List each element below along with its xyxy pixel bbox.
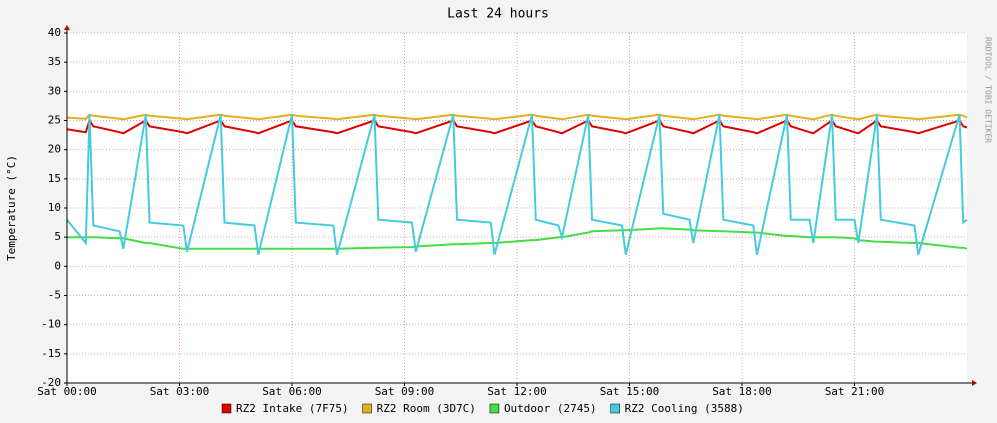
axes [64, 25, 977, 386]
chart-title: Last 24 hours [447, 7, 549, 22]
y-tick-label: 20 [48, 143, 61, 156]
legend-label: RZ2 Cooling (3588) [625, 402, 744, 415]
y-axis-label: Temperature (°C) [5, 155, 18, 261]
legend-label: RZ2 Intake (7F75) [236, 402, 349, 415]
x-tick-label: Sat 12:00 [487, 385, 547, 398]
x-tick-label: Sat 00:00 [37, 385, 97, 398]
legend: RZ2 Intake (7F75) RZ2 Room (3D7C) Outdoor … [221, 402, 744, 415]
y-tick-label: 10 [48, 201, 61, 214]
series-line [66, 113, 968, 121]
y-tick-label: 0 [54, 259, 61, 272]
x-tick-label: Sat 03:00 [150, 385, 210, 398]
y-arrow [64, 25, 70, 30]
y-tick-label: -15 [41, 347, 61, 360]
legend-swatch [221, 403, 232, 414]
legend-swatch [362, 403, 372, 414]
series-line [66, 118, 968, 135]
series-line [67, 227, 968, 250]
x-tick-label: Sat 06:00 [262, 385, 322, 398]
y-tick-label: 30 [48, 84, 61, 97]
y-tick-label: -20 [41, 376, 61, 389]
x-tick-label: Sat 15:00 [600, 385, 660, 398]
y-tick-label: 15 [48, 172, 61, 185]
x-tick-label: Sat 18:00 [712, 385, 772, 398]
series-line [66, 114, 968, 255]
watermark: RRDTOOL / TOBI OETIKER [984, 37, 993, 143]
x-tick-label: Sat 09:00 [375, 385, 435, 398]
lines [66, 113, 968, 255]
legend-label: RZ2 Room (3D7C) [377, 402, 476, 415]
y-tick-label: 35 [48, 55, 61, 68]
y-tick-label: 5 [54, 230, 61, 243]
grid: -20 -15 -10 -5 0 5 10 15 20 25 30 35 40 Sat 00:00 Sat … [37, 26, 967, 398]
x-tick-label: Sat 21:00 [825, 385, 885, 398]
y-tick-label: -10 [41, 318, 61, 331]
y-tick-label: 25 [48, 114, 61, 127]
y-tick-label: 40 [48, 26, 61, 39]
y-tick-label: -5 [48, 289, 61, 302]
x-arrow [972, 380, 977, 386]
legend-label: Outdoor (2745) [504, 402, 597, 415]
legend-swatch [489, 403, 500, 414]
legend-swatch [610, 403, 620, 414]
